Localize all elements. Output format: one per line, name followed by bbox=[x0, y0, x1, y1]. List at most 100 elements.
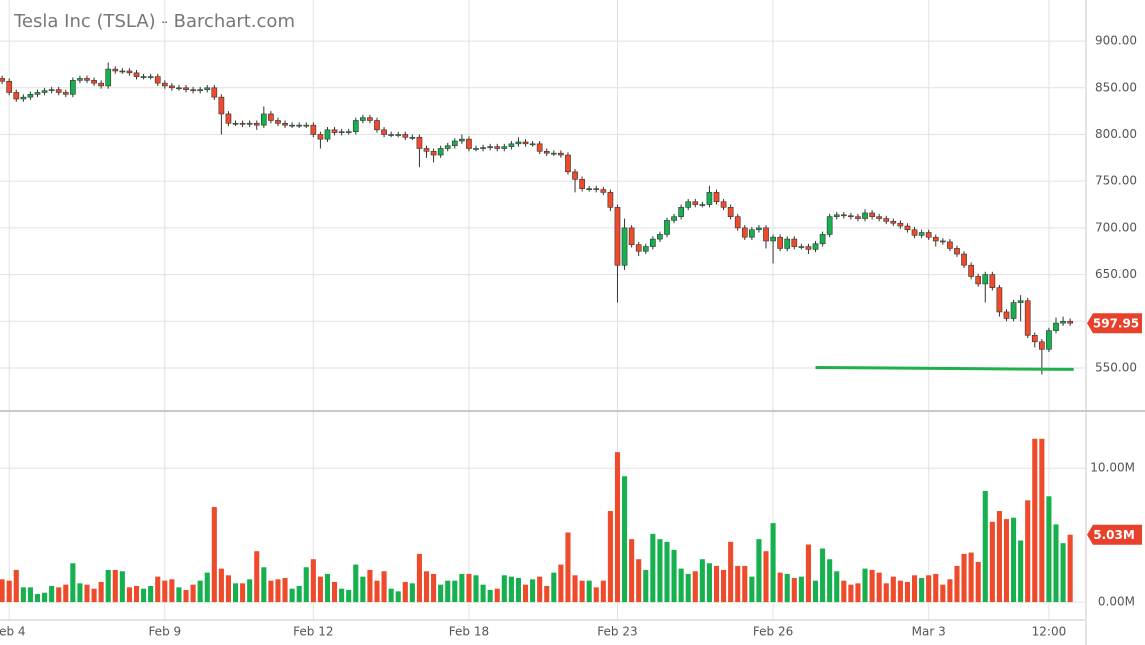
volume-bar bbox=[933, 573, 939, 603]
candle-body bbox=[275, 120, 281, 124]
volume-bar bbox=[841, 580, 847, 603]
candle-body bbox=[911, 229, 918, 236]
volume-bar bbox=[190, 584, 196, 603]
candle-body bbox=[579, 179, 585, 189]
candle-body bbox=[649, 238, 656, 247]
y2-tick-label: 10.00M bbox=[1090, 461, 1135, 475]
candle-body bbox=[621, 227, 628, 266]
candle-body bbox=[515, 141, 522, 145]
candle-body bbox=[55, 89, 62, 93]
volume-bar bbox=[339, 588, 345, 603]
candle-body bbox=[190, 89, 196, 91]
candle-body bbox=[543, 150, 550, 154]
chart-title: Tesla Inc (TSLA) - Barchart.com bbox=[13, 11, 295, 32]
candle-body bbox=[197, 89, 204, 91]
volume-bar bbox=[1018, 540, 1024, 603]
candle-body bbox=[925, 232, 932, 238]
volume-bar bbox=[1003, 519, 1010, 603]
y-tick-label: 650.00 bbox=[1095, 267, 1137, 281]
volume-bar bbox=[721, 569, 727, 603]
volume-bar bbox=[91, 588, 97, 603]
x-tick-label: Feb 26 bbox=[753, 625, 793, 639]
volume-bar bbox=[897, 580, 903, 603]
volume-bar bbox=[473, 575, 479, 603]
volume-bar bbox=[706, 563, 712, 603]
candle-body bbox=[536, 143, 543, 152]
candle-body bbox=[20, 96, 27, 100]
candle-body bbox=[211, 87, 218, 98]
candle-body bbox=[204, 87, 211, 90]
volume-bar bbox=[268, 580, 274, 603]
volume-bar bbox=[636, 559, 642, 603]
volume-bar bbox=[388, 588, 394, 603]
candle-body bbox=[572, 171, 578, 180]
volume-bar bbox=[494, 588, 500, 603]
candle-body bbox=[897, 222, 904, 227]
last-price-tag bbox=[1087, 313, 1142, 334]
volume-bar bbox=[501, 575, 507, 603]
volume-bar bbox=[452, 580, 458, 603]
candle-body bbox=[98, 82, 104, 87]
volume-bar bbox=[466, 573, 472, 603]
volume-bar bbox=[112, 569, 118, 603]
volume-bar bbox=[678, 568, 684, 603]
candle-body bbox=[819, 234, 826, 245]
volume-bar bbox=[296, 586, 302, 603]
candle-body bbox=[0, 78, 5, 82]
volume-bar bbox=[240, 583, 246, 603]
volume-bar bbox=[438, 584, 444, 603]
x-tick-label: Feb 9 bbox=[148, 625, 181, 639]
volume-bar bbox=[27, 587, 33, 603]
y2-tick-label: 0.00M bbox=[1098, 595, 1135, 609]
volume-bar bbox=[911, 575, 918, 603]
candle-body bbox=[41, 90, 48, 93]
candle-body bbox=[317, 134, 324, 140]
volume-bar bbox=[310, 559, 316, 603]
candle-body bbox=[62, 92, 69, 95]
candle-body bbox=[494, 146, 501, 149]
candle-body bbox=[282, 122, 288, 126]
volume-bar bbox=[989, 521, 995, 603]
volume-bar bbox=[445, 580, 451, 603]
candle-body bbox=[550, 152, 557, 155]
candle-body bbox=[996, 287, 1003, 313]
volume-bar bbox=[416, 553, 422, 603]
volume-bar bbox=[218, 568, 224, 603]
volume-bar bbox=[961, 553, 967, 603]
volume-bar bbox=[346, 590, 352, 603]
candle-body bbox=[183, 87, 189, 90]
volume-bar bbox=[820, 548, 826, 603]
volume-bar bbox=[805, 544, 811, 603]
volume-bar bbox=[374, 580, 380, 603]
candle-body bbox=[734, 216, 741, 229]
volume-bar bbox=[1053, 524, 1059, 603]
volume-bar bbox=[593, 587, 599, 603]
candle-body bbox=[840, 214, 847, 217]
candle-body bbox=[869, 212, 875, 217]
volume-bar bbox=[940, 584, 946, 603]
volume-bar bbox=[975, 561, 981, 603]
candle-body bbox=[763, 227, 769, 242]
candle-body bbox=[437, 148, 444, 156]
volume-bar bbox=[600, 580, 606, 603]
candle-body bbox=[359, 117, 366, 121]
volume-bar bbox=[586, 580, 592, 603]
candle-body bbox=[848, 215, 854, 218]
candle-body bbox=[685, 201, 692, 208]
candle-body bbox=[593, 188, 600, 190]
candle-body bbox=[1003, 311, 1010, 319]
candle-body bbox=[176, 87, 182, 90]
candle-body bbox=[331, 129, 338, 133]
volume-bar bbox=[141, 588, 147, 603]
candle-body bbox=[664, 220, 670, 235]
volume-bar bbox=[551, 572, 557, 603]
candle-body bbox=[395, 134, 402, 136]
volume-bar bbox=[20, 587, 26, 603]
volume-bar bbox=[883, 583, 889, 603]
candle-body bbox=[133, 72, 140, 77]
candle-body bbox=[671, 216, 677, 221]
volume-bar bbox=[544, 586, 550, 603]
x-tick-label: Feb 23 bbox=[597, 625, 637, 639]
volume-bar bbox=[381, 571, 387, 603]
